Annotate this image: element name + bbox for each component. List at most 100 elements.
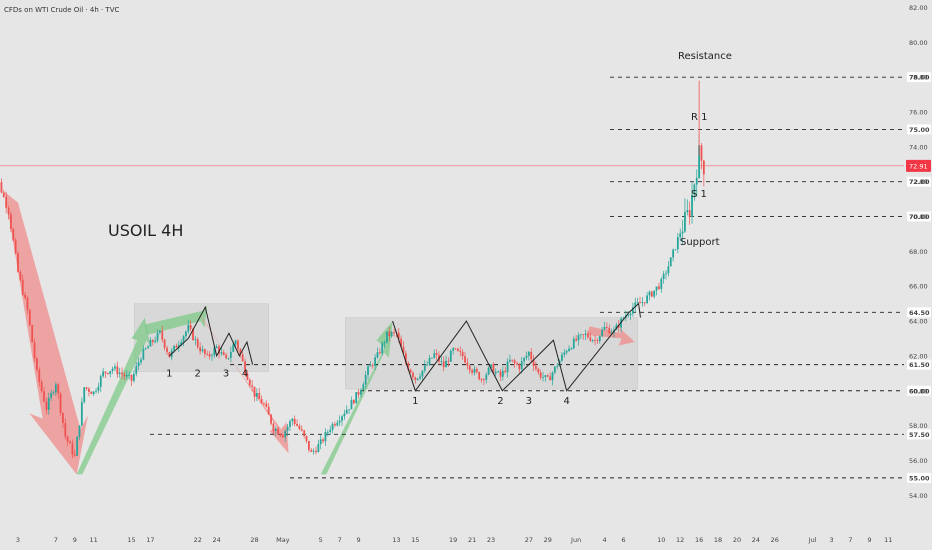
x-tick-label: 16 bbox=[695, 536, 703, 544]
wave-label: 1 bbox=[166, 368, 172, 379]
candle-body bbox=[367, 366, 369, 376]
level-tag-7 bbox=[907, 429, 931, 440]
candle-body bbox=[265, 403, 268, 407]
candle-body bbox=[653, 290, 656, 297]
level-tag-6 bbox=[907, 385, 931, 396]
x-tick-label: May bbox=[276, 536, 290, 544]
x-tick-label: Jul bbox=[808, 536, 817, 544]
candle-body bbox=[251, 385, 254, 387]
candle-body bbox=[409, 369, 412, 373]
candle-body bbox=[556, 366, 559, 368]
candle-body bbox=[111, 368, 114, 371]
candle-body bbox=[572, 338, 575, 349]
candle-body bbox=[603, 326, 606, 330]
wave-label: 3 bbox=[223, 368, 229, 379]
candle-body bbox=[421, 370, 424, 377]
candle-body bbox=[24, 294, 26, 299]
candle-body bbox=[665, 273, 667, 275]
x-tick-label: 27 bbox=[525, 536, 533, 544]
candle-body bbox=[177, 344, 180, 348]
level-tag-2 bbox=[907, 176, 931, 187]
candle-body bbox=[414, 377, 417, 380]
candle-body bbox=[43, 391, 45, 402]
candle-body bbox=[272, 423, 275, 431]
zigzag-april bbox=[169, 305, 254, 365]
candle-body bbox=[419, 376, 421, 379]
candle-body bbox=[383, 342, 386, 344]
y-tick-label: 82.00 bbox=[909, 4, 928, 12]
candle-body bbox=[2, 192, 5, 197]
candle-body bbox=[203, 349, 206, 354]
zigzag-may bbox=[392, 302, 641, 392]
candle-body bbox=[636, 302, 639, 303]
candle-body bbox=[352, 400, 355, 404]
candle-body bbox=[433, 353, 436, 358]
candle-body bbox=[114, 366, 116, 369]
candle-body bbox=[185, 331, 187, 337]
candle-body bbox=[388, 331, 391, 337]
candle-body bbox=[660, 278, 663, 289]
candle-body bbox=[386, 331, 388, 343]
price-axis[interactable]: 78.00 75.00 72.00 70.00 64.50 61.50 60.00 57.50… bbox=[906, 4, 931, 500]
x-tick-label: 9 bbox=[73, 536, 77, 544]
candle-body bbox=[579, 334, 582, 336]
candle-body bbox=[83, 387, 86, 403]
candle-body bbox=[163, 339, 166, 348]
candle-body bbox=[331, 424, 334, 430]
candle-body bbox=[92, 391, 95, 395]
x-tick-label: 9 bbox=[356, 536, 360, 544]
candle-body bbox=[246, 373, 249, 380]
level-names: Resistance R 1 S 1 Support bbox=[678, 51, 732, 248]
candle-body bbox=[0, 182, 3, 193]
candle-body bbox=[369, 365, 372, 367]
candle-body bbox=[220, 352, 223, 354]
candle-body bbox=[144, 348, 147, 350]
candle-body bbox=[270, 414, 272, 424]
candle-body bbox=[149, 340, 152, 347]
candle-body bbox=[544, 375, 547, 378]
candle-body bbox=[106, 373, 109, 374]
candle-body bbox=[45, 401, 48, 410]
candle-body bbox=[300, 429, 303, 431]
candle-body bbox=[296, 424, 298, 426]
candle-body bbox=[201, 349, 204, 352]
candle-body bbox=[646, 295, 648, 304]
candle-body bbox=[601, 329, 604, 337]
candle-body bbox=[669, 257, 672, 267]
candle-body bbox=[274, 428, 277, 431]
candle-body bbox=[14, 240, 17, 254]
x-tick-label: 9 bbox=[867, 536, 871, 544]
candle-body bbox=[338, 420, 341, 423]
arrow-down-2 bbox=[199, 314, 289, 454]
x-tick-label: 28 bbox=[250, 536, 258, 544]
candle-body bbox=[674, 249, 677, 251]
candle-body bbox=[54, 384, 57, 393]
candle-body bbox=[289, 421, 291, 427]
x-tick-label: 26 bbox=[771, 536, 779, 544]
wave-label: 3 bbox=[526, 396, 532, 407]
time-axis[interactable]: 3 7 9 11 15 17 22 24 28 May 5 7 9 13 15 19 21 23 27 29 Jun 4 6… bbox=[16, 536, 893, 544]
candle-body bbox=[378, 352, 381, 354]
candle-body bbox=[632, 307, 634, 314]
candle-body bbox=[232, 344, 235, 352]
symbol-label: USOIL 4H bbox=[108, 221, 183, 240]
candle-body bbox=[426, 364, 429, 366]
candle-body bbox=[449, 350, 452, 362]
level-price-2: 72.00 bbox=[909, 178, 930, 186]
x-tick-label: 22 bbox=[194, 536, 202, 544]
candle-body bbox=[598, 336, 601, 342]
candle-body bbox=[577, 335, 580, 341]
candle-body bbox=[12, 228, 15, 241]
x-tick-label: 7 bbox=[848, 536, 852, 544]
candle-body bbox=[622, 317, 625, 319]
candle-body bbox=[535, 366, 537, 369]
arrow-up-1 bbox=[76, 317, 151, 475]
candle-body bbox=[499, 371, 502, 377]
x-tick-label: 11 bbox=[90, 536, 98, 544]
level-tag-4 bbox=[907, 307, 931, 318]
candle-body bbox=[461, 351, 464, 357]
candle-body bbox=[608, 327, 611, 334]
candle-body bbox=[702, 160, 705, 175]
candle-body bbox=[123, 374, 126, 377]
